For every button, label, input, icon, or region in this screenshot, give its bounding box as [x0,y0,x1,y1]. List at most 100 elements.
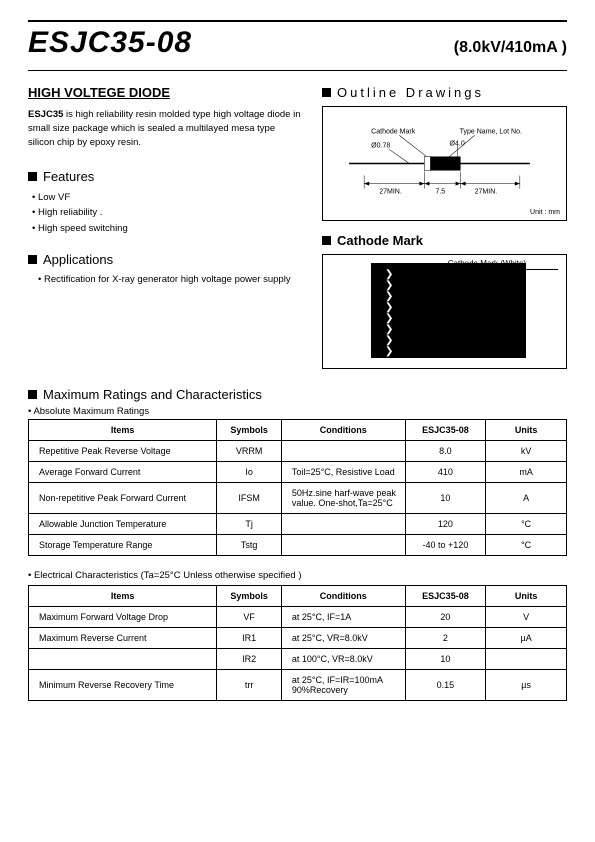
part-number: ESJC35-08 [28,26,192,60]
cathode-mark-drawing: Cathode Mark (White) ❯❯❯❯❯❯❯❯ [322,254,567,369]
svg-text:27MIN.: 27MIN. [379,189,402,196]
table-header-row: Items Symbols Conditions ESJC35-08 Units [29,586,567,607]
square-bullet-icon [322,88,331,97]
subtitle: HIGH VOLTEGE DIODE [28,85,304,100]
features-heading: Features [28,169,304,184]
square-bullet-icon [322,236,331,245]
outline-drawing: Cathode Mark Type Name, Lot No. Ø0.78 Ø4… [322,106,567,221]
cell-item: Storage Temperature Range [29,535,217,556]
table-row: IR2at 100°C, VR=8.0kV10 [29,649,567,670]
cell-unit [486,649,567,670]
cell-symbol: IR1 [217,628,282,649]
feature-item: High speed switching [32,221,304,236]
elec-char-table: Items Symbols Conditions ESJC35-08 Units… [28,585,567,701]
cell-condition: at 25°C, IF=IR=100mA 90%Recovery [281,670,405,701]
cell-condition: Toil=25°C, Resistive Load [281,462,405,483]
cell-value: -40 to +120 [405,535,486,556]
cell-condition [281,535,405,556]
table-row: Maximum Reverse CurrentIR1at 25°C, VR=8.… [29,628,567,649]
col-symbols: Symbols [217,420,282,441]
cell-symbol: Tj [217,514,282,535]
square-bullet-icon [28,255,37,264]
col-symbols: Symbols [217,586,282,607]
cell-item: Non-repetitive Peak Forward Current [29,483,217,514]
table-row: Minimum Reverse Recovery Timetrrat 25°C,… [29,670,567,701]
cell-symbol: trr [217,670,282,701]
cell-value: 120 [405,514,486,535]
cell-unit: µs [486,670,567,701]
title-divider [28,70,567,71]
square-bullet-icon [28,390,37,399]
cell-item: Repetitive Peak Reverse Voltage [29,441,217,462]
cell-value: 8.0 [405,441,486,462]
cell-symbol: IR2 [217,649,282,670]
cathode-mark-heading: Cathode Mark [322,233,567,248]
cell-symbol: Tstg [217,535,282,556]
cell-value: 0.15 [405,670,486,701]
cell-unit: kV [486,441,567,462]
col-items: Items [29,586,217,607]
cell-unit: V [486,607,567,628]
svg-text:Type Name, Lot No.: Type Name, Lot No. [460,128,522,135]
table-row: Average Forward CurrentIoToil=25°C, Resi… [29,462,567,483]
outline-svg: Cathode Mark Type Name, Lot No. Ø0.78 Ø4… [329,113,560,214]
description-rest: is high reliability resin molded type hi… [28,109,301,148]
table-row: Repetitive Peak Reverse VoltageVRRM 8.0kV [29,441,567,462]
table-row: Storage Temperature RangeTstg -40 to +120… [29,535,567,556]
cell-symbol: Io [217,462,282,483]
cell-symbol: VRRM [217,441,282,462]
feature-item: Low VF [32,190,304,205]
col-items: Items [29,420,217,441]
description: ESJC35 is high reliability resin molded … [28,108,304,149]
cell-item [29,649,217,670]
spec-rating: (8.0kV/410mA ) [454,39,567,57]
max-ratings-heading: Maximum Ratings and Characteristics [28,387,567,402]
col-value: ESJC35-08 [405,586,486,607]
svg-text:Ø0.78: Ø0.78 [371,142,390,149]
cell-condition: 50Hz.sine harf-wave peak value. One-shot… [281,483,405,514]
cell-condition: at 100°C, VR=8.0kV [281,649,405,670]
cell-symbol: IFSM [217,483,282,514]
top-rule [28,20,567,22]
svg-text:27MIN.: 27MIN. [475,189,498,196]
feature-item: High reliability . [32,205,304,220]
cell-unit: A [486,483,567,514]
table-row: Maximum Forward Voltage DropVFat 25°C, I… [29,607,567,628]
cell-condition [281,441,405,462]
cell-item: Allowable Junction Temperature [29,514,217,535]
cell-item: Maximum Reverse Current [29,628,217,649]
cell-value: 10 [405,483,486,514]
cell-value: 20 [405,607,486,628]
diode-body: ❯❯❯❯❯❯❯❯ [371,263,526,358]
col-conditions: Conditions [281,586,405,607]
cell-symbol: VF [217,607,282,628]
table-header-row: Items Symbols Conditions ESJC35-08 Units [29,420,567,441]
unit-label: Unit : mm [530,209,560,216]
cell-value: 2 [405,628,486,649]
application-item: • Rectification for X-ray generator high… [38,273,304,286]
col-units: Units [486,586,567,607]
cell-condition: at 25°C, VR=8.0kV [281,628,405,649]
cell-item: Minimum Reverse Recovery Time [29,670,217,701]
cell-item: Maximum Forward Voltage Drop [29,607,217,628]
cell-unit: µA [486,628,567,649]
cell-unit: °C [486,514,567,535]
applications-heading: Applications [28,252,304,267]
abs-max-sub: • Absolute Maximum Ratings [28,406,567,417]
cell-item: Average Forward Current [29,462,217,483]
col-conditions: Conditions [281,420,405,441]
description-prefix: ESJC35 [28,109,63,120]
cell-unit: mA [486,462,567,483]
svg-text:Ø4.0: Ø4.0 [450,140,465,147]
chevron-marks: ❯❯❯❯❯❯❯❯ [385,269,393,357]
col-units: Units [486,420,567,441]
table-row: Allowable Junction TemperatureTj 120°C [29,514,567,535]
outline-heading: Outline Drawings [322,85,567,100]
col-value: ESJC35-08 [405,420,486,441]
elec-char-sub: • Electrical Characteristics (Ta=25°C Un… [28,570,567,581]
table-row: Non-repetitive Peak Forward CurrentIFSM5… [29,483,567,514]
cell-value: 10 [405,649,486,670]
cell-value: 410 [405,462,486,483]
cell-condition: at 25°C, IF=1A [281,607,405,628]
features-list: Low VF High reliability . High speed swi… [32,190,304,236]
